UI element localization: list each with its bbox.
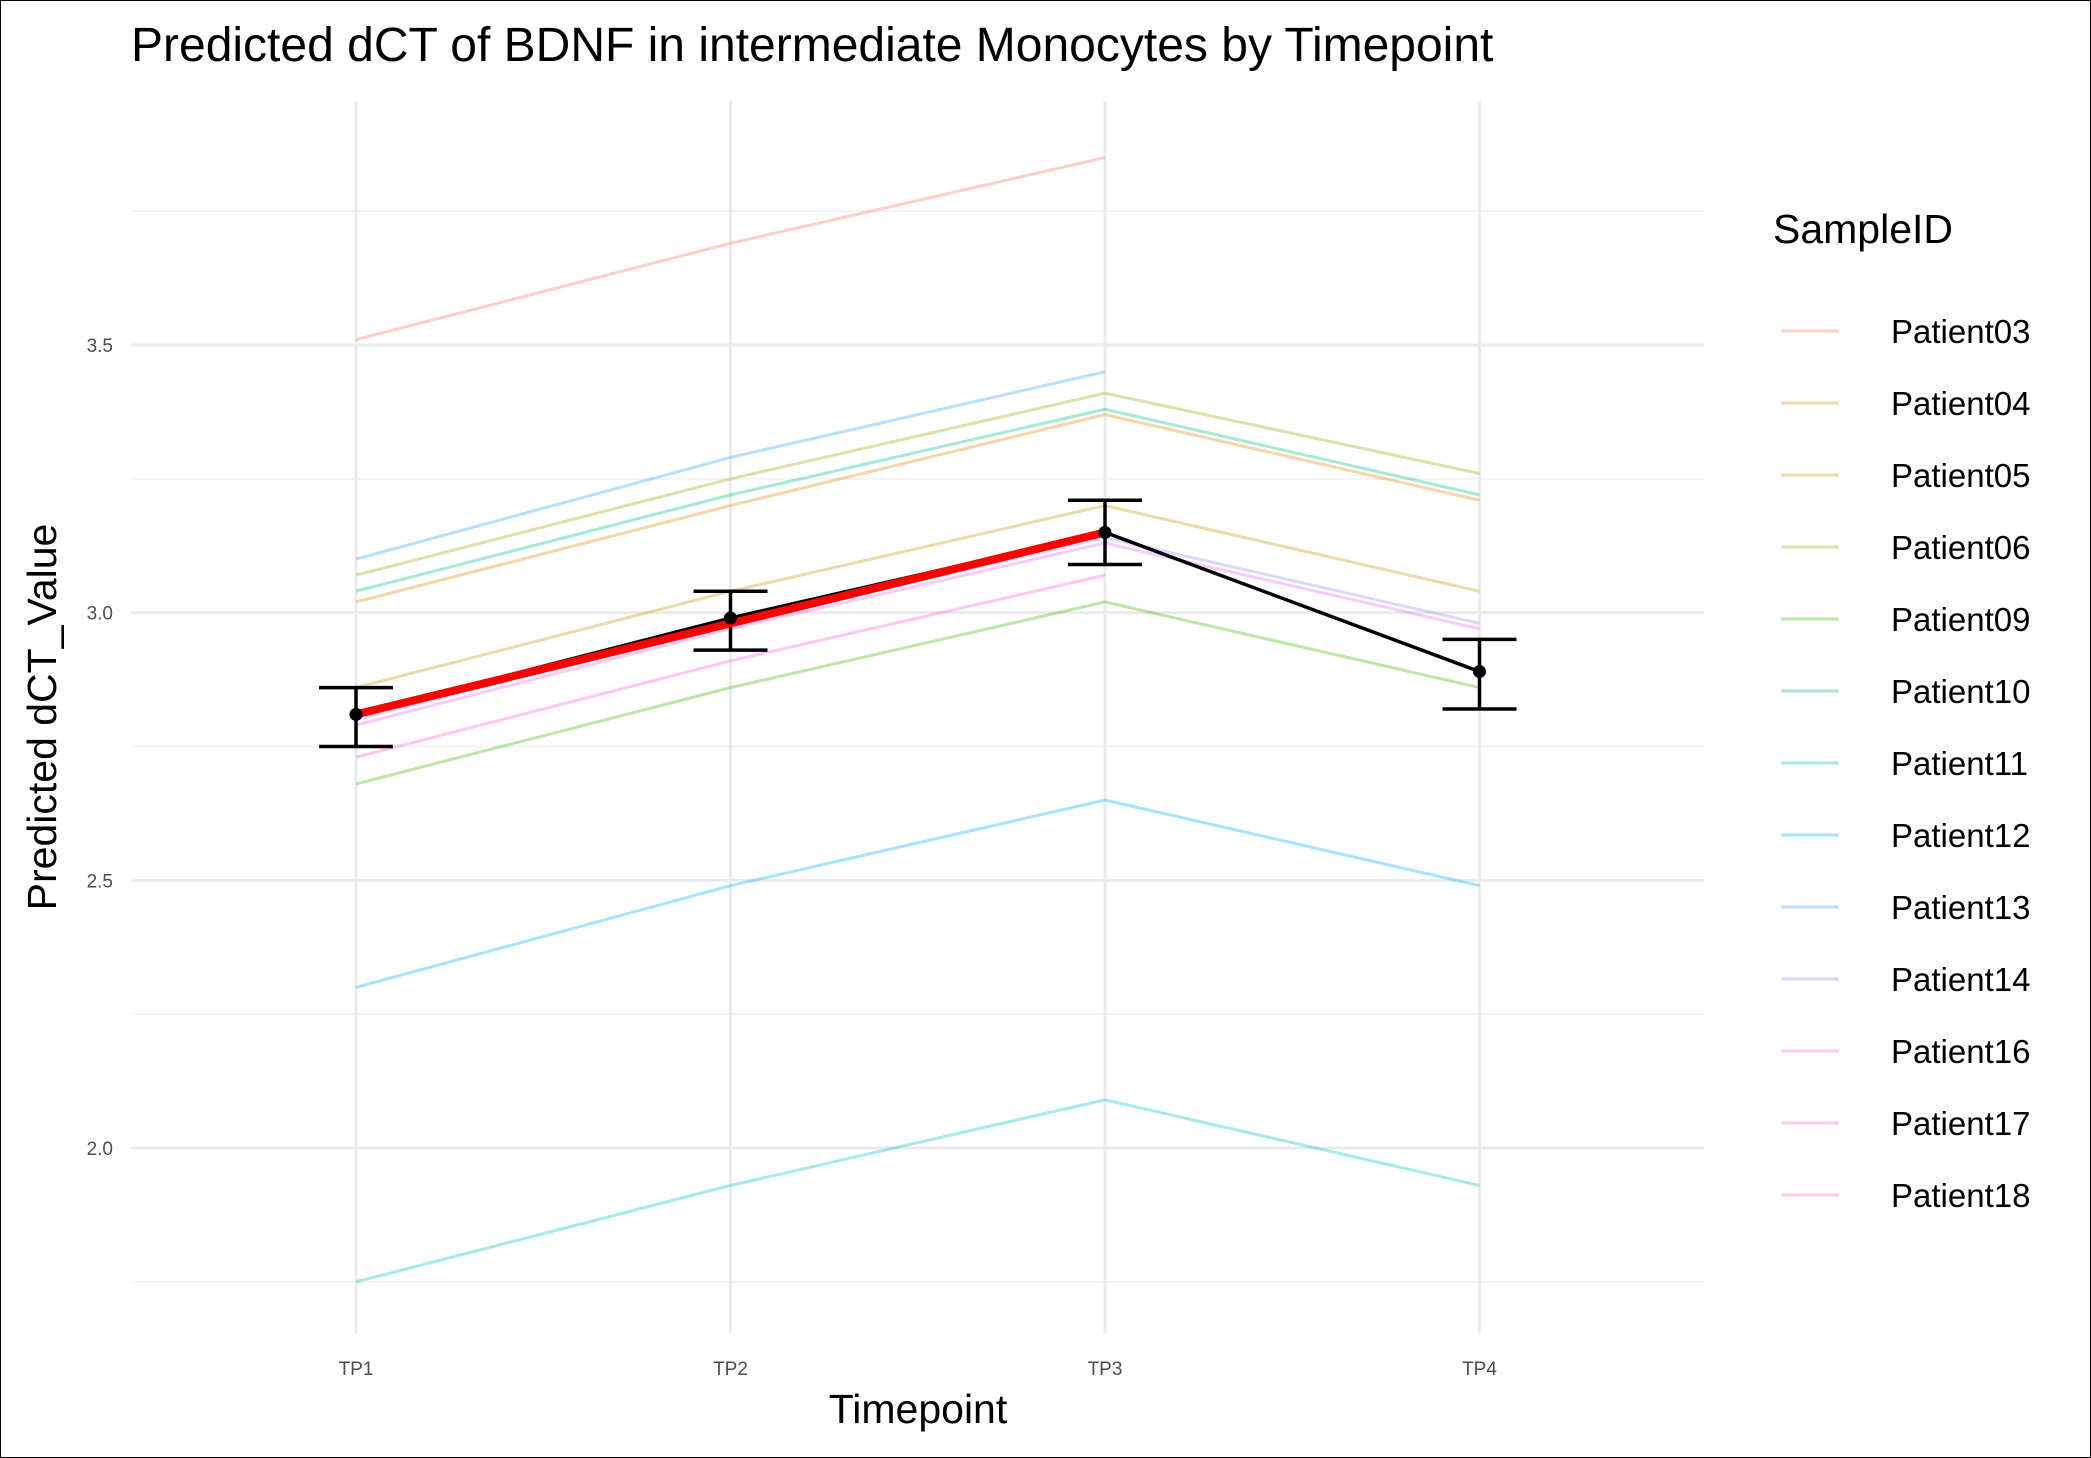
x-tick-label: TP3 [1088,1359,1123,1380]
legend-label-patient05: Patient05 [1891,457,2030,494]
x-tick-label: TP1 [339,1359,374,1380]
x-tick-label: TP4 [1462,1359,1497,1380]
mean-point [1473,665,1486,679]
x-tick-label: TP2 [713,1359,748,1380]
mean-point [1098,525,1112,539]
y-tick-label: 3.0 [87,604,113,625]
series-line-patient16 [355,541,1480,727]
legend-label-patient16: Patient16 [1891,1033,2030,1070]
series-line-patient05 [355,504,1480,690]
legend-label-patient10: Patient10 [1891,673,2030,710]
legend-label-patient13: Patient13 [1891,889,2030,926]
series-line-patient09 [355,600,1480,786]
series-line-patient11 [355,1098,1480,1284]
legend-label-patient03: Patient03 [1891,313,2030,350]
legend-label-patient17: Patient17 [1891,1105,2030,1142]
legend-label-patient09: Patient09 [1891,601,2030,638]
legend-label-patient12: Patient12 [1891,817,2030,854]
legend-title: SampleID [1773,206,1953,252]
y-tick-label: 3.5 [87,336,113,357]
series-line-patient14 [355,536,1480,722]
grid [131,101,1704,1333]
y-tick-label: 2.5 [87,871,113,892]
legend-label-patient06: Patient06 [1891,529,2030,566]
series-lines [355,156,1480,1284]
legend-label-patient14: Patient14 [1891,961,2030,998]
mean-line-with-error-bars [319,498,1517,749]
y-tick-label: 2.0 [87,1139,113,1160]
series-line-patient10 [355,407,1480,593]
series-line-patient17 [355,573,1106,759]
legend-label-patient11: Patient11 [1891,745,2028,782]
series-line-patient03 [355,156,1106,342]
chart-title: Predicted dCT of BDNF in intermediate Mo… [131,19,1493,72]
y-axis-title: Predicted dCT_Value [19,524,65,911]
legend-label-patient04: Patient04 [1891,385,2030,422]
legend-label-patient18: Patient18 [1891,1177,2030,1214]
series-line-patient06 [355,391,1480,577]
series-line-patient12 [355,798,1480,989]
series-line-patient13 [355,370,1106,561]
tick-labels: 2.0 2.5 3.0 3.5 TP1 TP2 TP3 TP4 [87,336,1498,1380]
x-axis-title: Timepoint [829,1386,1008,1432]
legend: SampleID Patient03 Patient04 Patient05 Pati… [1773,206,2030,1214]
mean-point [724,611,737,625]
series-line-patient04 [355,413,1480,604]
mean-point [349,707,363,721]
